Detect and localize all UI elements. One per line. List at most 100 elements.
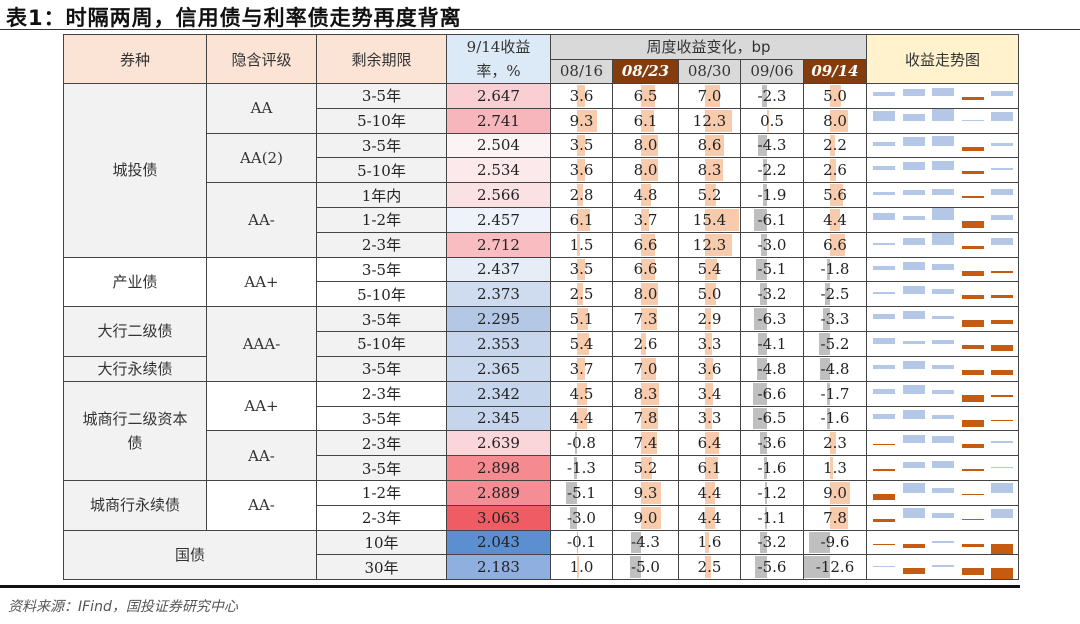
- trend-bar-up: [902, 409, 925, 419]
- trend-sparkline: [866, 355, 1019, 382]
- trend-bar-up: [902, 285, 925, 295]
- positive-data-bar: [577, 134, 585, 157]
- trend-bar-down: [961, 220, 984, 228]
- weekly-change-cell: -6.3: [740, 306, 804, 332]
- weekly-change-cell: 6.1: [678, 455, 741, 481]
- tenor-cell: 2-3年: [316, 231, 447, 258]
- weekly-change-cell: 9.3: [550, 107, 613, 134]
- trend-bar-down: [991, 568, 1013, 579]
- change-value: 1.0: [569, 558, 594, 577]
- yield-cell: 2.647: [446, 83, 551, 109]
- positive-data-bar: [577, 357, 586, 380]
- trend-bar-down: [961, 196, 984, 199]
- positive-data-bar: [705, 556, 711, 579]
- weekly-change-cell: -12.6: [803, 554, 867, 581]
- bond-type-cell: 产业债: [63, 256, 207, 308]
- rating-cell: AA-: [206, 182, 317, 258]
- negative-data-bar: [629, 556, 641, 579]
- trend-bar-down: [961, 245, 984, 250]
- trend-bar-down: [991, 295, 1013, 299]
- negative-data-bar: [756, 258, 768, 281]
- change-value: -3.6: [757, 434, 787, 453]
- positive-data-bar: [640, 159, 659, 182]
- weekly-change-cell: 3.3: [678, 405, 741, 432]
- change-value: -6.1: [757, 210, 787, 229]
- tenor-cell: 3-5年: [316, 132, 447, 159]
- weekly-change-cell: -4.1: [740, 330, 804, 357]
- negative-data-bar: [824, 283, 831, 306]
- change-value: 3.5: [569, 136, 594, 155]
- trend-bar-up: [991, 237, 1013, 245]
- negative-data-bar: [826, 382, 831, 405]
- weekly-change-cell: 7.8: [612, 405, 679, 432]
- trend-bar-up: [991, 167, 1013, 171]
- weekly-change-cell: -3.2: [740, 529, 804, 556]
- trend-sparkline: [866, 504, 1019, 531]
- change-value: -6.3: [757, 310, 787, 329]
- trend-bar-down: [961, 543, 984, 548]
- trend-bar-up: [932, 263, 954, 270]
- change-value: -1.7: [820, 384, 850, 403]
- weekly-change-cell: 4.5: [550, 380, 613, 407]
- weekly-change-cell: 12.3: [678, 231, 741, 258]
- trend-sparkline: [866, 231, 1019, 258]
- table-row: 城投债 AA 3-5年 2.647 3.6 6.5 7.0 -2.3 5.0: [63, 83, 1019, 258]
- header-bond-type: 券种: [63, 34, 207, 84]
- weekly-change-cell: 7.4: [612, 430, 679, 457]
- change-value: 4.4: [823, 210, 847, 229]
- change-value: -3.2: [757, 533, 787, 552]
- trend-bar-up: [902, 161, 925, 171]
- positive-data-bar: [705, 531, 709, 554]
- change-value: -5.1: [567, 483, 596, 502]
- tenor-cell: 5-10年: [316, 281, 447, 308]
- change-value: 5.2: [697, 186, 722, 205]
- trend-bar-up: [902, 341, 925, 344]
- trend-sparkline: [866, 330, 1019, 357]
- change-value: 1.5: [569, 235, 594, 254]
- positive-data-bar: [705, 283, 717, 306]
- tenor-cell: 3-5年: [316, 83, 447, 109]
- positive-data-bar: [830, 85, 842, 107]
- weekly-change-cell: -1.6: [803, 405, 867, 432]
- trend-bar-down: [961, 493, 984, 496]
- change-value: 1.6: [697, 533, 722, 552]
- trend-bar-up: [902, 361, 925, 369]
- change-value: -2.3: [757, 86, 787, 105]
- weekly-change-cell: 8.0: [612, 132, 679, 159]
- trend-bar-up: [902, 237, 925, 245]
- weekly-change-cell: 1.0: [550, 554, 613, 581]
- weekly-change-cell: 6.6: [612, 231, 679, 258]
- change-value: 2.8: [569, 186, 594, 205]
- negative-data-bar: [755, 556, 768, 579]
- weekly-change-cell: -2.5: [803, 281, 867, 308]
- table-row: 城商行二级资本债 AA+ 2-3年 2.342 4.5 8.3 3.4 -6.6 -1.7: [63, 380, 1019, 481]
- trend-sparkline: [866, 206, 1019, 233]
- positive-data-bar: [705, 134, 724, 157]
- yield-cell: 2.504: [446, 132, 551, 159]
- trend-bar-up: [991, 466, 1013, 469]
- positive-data-bar: [830, 457, 834, 479]
- weekly-change-cell: 8.0: [612, 157, 679, 184]
- weekly-change-cell: -3.0: [550, 504, 613, 531]
- weekly-change-cell: -3.6: [740, 430, 804, 457]
- negative-data-bar: [826, 407, 831, 430]
- change-value: -5.1: [757, 260, 787, 279]
- yield-cell: 2.741: [446, 107, 551, 134]
- negative-data-bar: [760, 233, 768, 256]
- trend-bar-up: [873, 92, 895, 96]
- negative-data-bar: [762, 159, 768, 182]
- trend-bar-up: [902, 189, 925, 196]
- negative-data-bar: [759, 432, 768, 455]
- negative-data-bar: [809, 531, 831, 554]
- weekly-change-cell: 0.5: [740, 107, 804, 134]
- weekly-change-cell: 5.2: [612, 455, 679, 481]
- positive-data-bar: [640, 332, 647, 355]
- change-value: 8.0: [633, 161, 658, 180]
- change-value: 0.5: [760, 111, 784, 130]
- change-value: 8.0: [823, 111, 847, 130]
- table-row: 1-2年 2.457 6.1 3.7 15.4 -6.1 4.4: [64, 206, 1019, 233]
- rating-cell: AA+: [206, 380, 317, 432]
- trend-bar-up: [902, 384, 925, 394]
- change-value: 7.3: [633, 310, 658, 329]
- trend-bar-up: [932, 233, 954, 245]
